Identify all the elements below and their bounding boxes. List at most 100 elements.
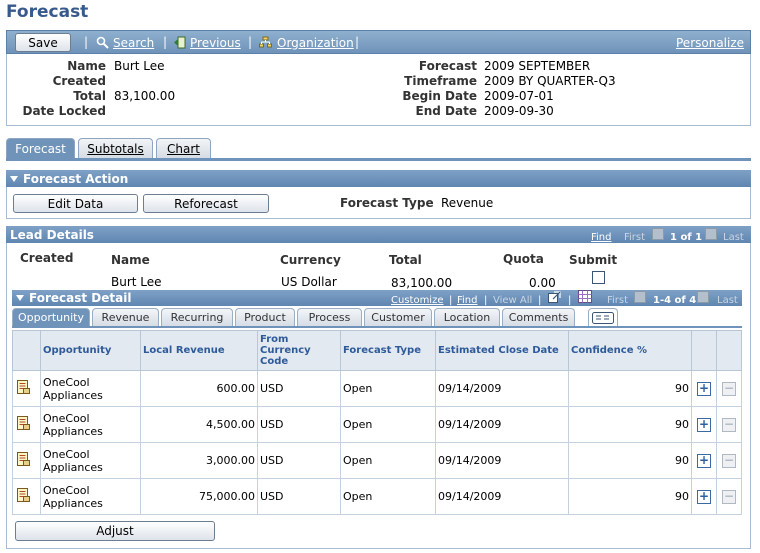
detail-next-arrow-icon[interactable] [697,291,709,303]
total-value: 83,100.00 [114,89,176,103]
detail-last-label: Last [717,295,738,306]
toolbar-separator: | [355,35,360,49]
cell-close-date: 09/14/2009 [435,406,569,443]
cell-confidence: 90 [568,442,692,479]
tab-chart[interactable]: Chart [156,138,211,159]
lead-col-quota: Quota [503,252,544,266]
reforecast-button[interactable]: Reforecast [143,194,269,213]
forecast-detail-grid: Opportunity Local Revenue From Currency … [12,330,742,515]
search-icon [96,36,109,49]
grid-header-opportunity[interactable]: Opportunity [40,330,141,371]
cell-currency: USD [257,478,341,515]
cell-forecast-type: Open [340,442,436,479]
lead-next-arrow-icon[interactable] [705,228,717,240]
new-window-icon[interactable] [548,291,561,303]
personalize-link[interactable]: Personalize [676,36,745,50]
nav-separator: | [568,295,572,306]
cell-currency: USD [257,370,341,407]
begin-date-value: 2009-07-01 [484,89,554,103]
table-row: OneCool Appliances 4,500.00 USD Open 09/14/2… [12,406,742,443]
cell-local-revenue: 75,000.00 [140,478,258,515]
detail-document-icon[interactable] [15,451,31,467]
lead-find-link[interactable]: Find [591,232,612,243]
grid-tab-revenue[interactable]: Revenue [92,308,159,326]
lead-details-header: Lead Details [6,226,751,243]
grid-tab-recurring[interactable]: Recurring [161,308,233,326]
toolbar-separator: | [163,35,168,49]
grid-header-from-currency[interactable]: From Currency Code [257,330,341,371]
lead-last-label: Last [723,232,744,243]
lead-details-panel [6,243,751,549]
customize-link[interactable]: Customize [391,295,444,306]
cell-currency: USD [257,442,341,479]
detail-document-icon[interactable] [15,379,31,395]
detail-document-icon[interactable] [15,487,31,503]
organization-link[interactable]: Organization [277,36,354,50]
created-label: Created [52,74,106,88]
toolbar-separator: | [84,35,89,49]
grid-tab-location[interactable]: Location [434,308,500,326]
cell-close-date: 09/14/2009 [435,370,569,407]
download-grid-icon[interactable] [578,290,592,303]
grid-tab-comments[interactable]: Comments [502,308,575,326]
cell-remove: − [716,478,742,515]
forecast-action-header[interactable]: Forecast Action [6,170,751,187]
lead-col-currency: Currency [280,253,341,267]
save-button[interactable]: Save [15,33,71,52]
cell-remove: − [716,442,742,479]
grid-header-forecast-type[interactable]: Forecast Type [340,330,436,371]
name-label: Name [67,59,106,73]
cell-currency: USD [257,406,341,443]
forecast-type-label: Forecast Type [340,196,434,210]
timeframe-label: Timeframe [404,74,477,88]
lead-details-title: Lead Details [10,227,94,242]
lead-currency-value: US Dollar [281,275,337,289]
forecast-detail-title: Forecast Detail [29,291,132,305]
collapse-icon [10,175,18,182]
name-value: Burt Lee [114,59,165,73]
detail-find-link[interactable]: Find [457,295,478,306]
tab-forecast[interactable]: Forecast [6,138,75,159]
grid-header-remove [716,330,742,371]
submit-checkbox[interactable] [592,271,605,284]
add-row-button[interactable]: + [697,416,711,432]
lead-col-name: Name [111,253,150,267]
toolbar-separator: | [248,35,253,49]
grid-header-close-date[interactable]: Estimated Close Date [435,330,569,371]
tab-subtotals[interactable]: Subtotals [78,138,153,159]
grid-tab-rule [12,326,742,328]
total-label: Total [73,89,106,103]
grid-tab-product[interactable]: Product [235,308,295,326]
lead-col-total: Total [389,253,422,267]
grid-header-local-revenue[interactable]: Local Revenue [140,330,258,371]
add-row-button[interactable]: + [697,488,711,504]
previous-icon [174,36,186,49]
edit-data-button[interactable]: Edit Data [13,194,138,213]
grid-header-confidence[interactable]: Confidence % [568,330,692,371]
lead-total-value: 83,100.00 [391,276,453,290]
cell-add: + [691,406,717,443]
cell-forecast-type: Open [340,370,436,407]
header-panel: Name Burt Lee Created Total 83,100.00 Da… [6,54,751,126]
cell-local-revenue: 600.00 [140,370,258,407]
detail-document-icon[interactable] [15,415,31,431]
add-row-button[interactable]: + [697,380,711,396]
add-row-button[interactable]: + [697,452,711,468]
search-link[interactable]: Search [113,36,155,50]
detail-prev-arrow-icon[interactable] [634,291,646,303]
forecast-detail-header[interactable]: Forecast Detail [12,290,742,306]
grid-tab-customer[interactable]: Customer [364,308,432,326]
show-all-columns-icon[interactable] [588,308,618,326]
adjust-button[interactable]: Adjust [15,521,215,541]
lead-first-label: First [624,232,646,243]
previous-link[interactable]: Previous [190,36,241,50]
grid-tab-opportunity[interactable]: Opportunity [12,308,90,326]
detail-count: 1-4 of 4 [653,295,697,306]
forecast-action-panel: Edit Data Reforecast Forecast Type Reven… [6,187,751,219]
end-date-value: 2009-09-30 [484,104,554,118]
cell-forecast-type: Open [340,406,436,443]
cell-remove: − [716,370,742,407]
lead-prev-arrow-icon[interactable] [652,228,664,240]
grid-tab-process[interactable]: Process [297,308,362,326]
begin-date-label: Begin Date [402,89,477,103]
